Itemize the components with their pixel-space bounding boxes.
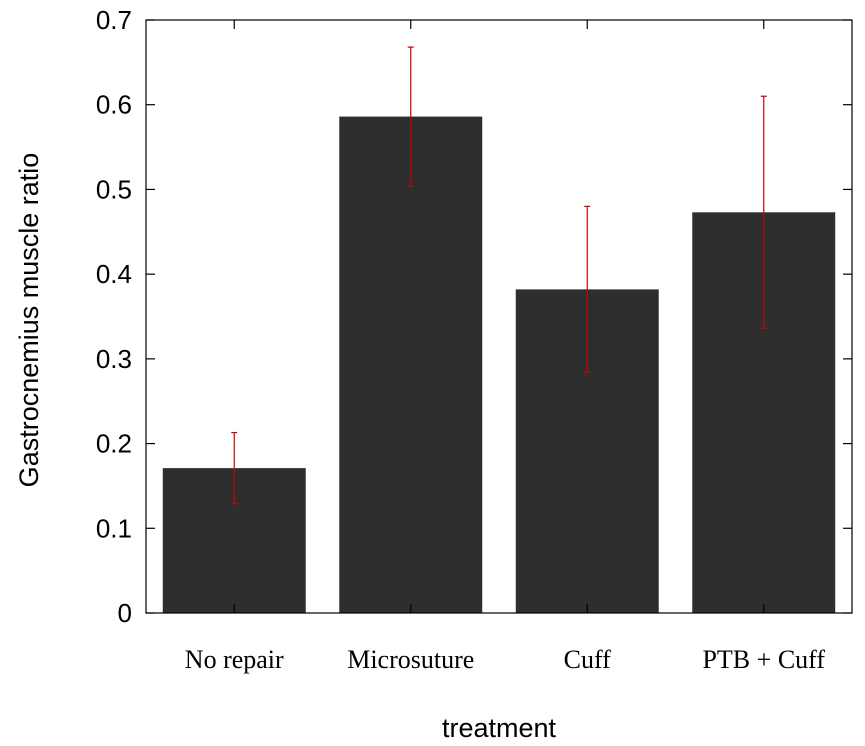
error-bars-group xyxy=(231,46,767,505)
y-tick-label: 0.2 xyxy=(96,429,132,459)
y-tick-label: 0.7 xyxy=(96,5,132,35)
y-tick-label: 0.6 xyxy=(96,90,132,120)
x-tick-label: PTB + Cuff xyxy=(702,645,825,674)
y-tick-label: 0.3 xyxy=(96,344,132,374)
x-tick-label: Microsuture xyxy=(347,645,474,674)
x-tick-label: Cuff xyxy=(564,645,612,674)
y-tick-label: 0.1 xyxy=(96,513,132,543)
x-axis-title: treatment xyxy=(442,713,557,743)
plot-frame xyxy=(145,19,853,614)
y-tick-label: 0.4 xyxy=(96,259,132,289)
bar xyxy=(339,116,483,614)
x-tick-label: No repair xyxy=(185,645,284,674)
y-axis: 0 0.1 0.2 0.3 0.4 0.5 0.6 0.7 xyxy=(96,5,852,628)
y-tick-label: 0.5 xyxy=(96,174,132,204)
y-axis-title: Gastrocnemius muscle ratio xyxy=(14,153,44,488)
bars-group xyxy=(162,116,836,614)
y-tick-label: 0 xyxy=(118,598,132,628)
x-axis: No repair Microsuture Cuff PTB + Cuff xyxy=(185,20,825,674)
